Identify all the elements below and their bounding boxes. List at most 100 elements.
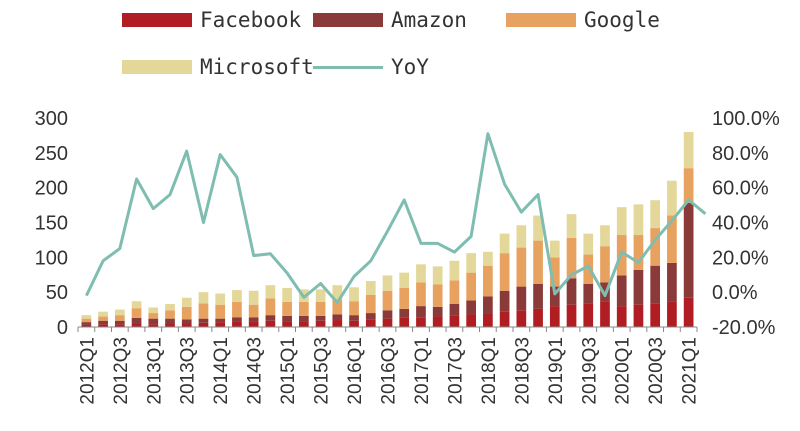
bar-facebook [131, 323, 142, 327]
bar-amazon [516, 286, 527, 311]
bar-amazon [382, 310, 393, 319]
bar-amazon [148, 318, 159, 325]
bar-facebook [265, 320, 276, 327]
bar-facebook [181, 323, 192, 327]
bar-google [683, 168, 694, 203]
y-right-tick-label: 80.0% [712, 143, 769, 165]
bar-microsoft [633, 204, 644, 236]
y-right-tick-label: 100.0% [712, 108, 780, 130]
bar-google [81, 318, 92, 323]
bar-amazon [98, 320, 108, 325]
bar-google [148, 313, 159, 319]
legend-swatch-amazon [313, 13, 383, 27]
bar-facebook [650, 303, 661, 327]
bar-google [181, 306, 192, 320]
bar-amazon [114, 320, 125, 325]
bar-facebook [298, 321, 309, 327]
bar-facebook [549, 306, 560, 327]
x-tick-label: 2014Q3 [245, 337, 266, 405]
x-tick-label: 2016Q1 [345, 337, 366, 405]
x-tick-label: 2019Q1 [546, 337, 567, 405]
legend: Facebook Amazon Google Microsoft YoY [0, 0, 800, 90]
y-right-tick-label: 20.0% [712, 247, 769, 269]
bar-google [499, 253, 510, 291]
bar-google [583, 254, 594, 284]
bar-google [549, 257, 560, 287]
bar-facebook [365, 319, 376, 327]
bar-facebook [399, 317, 410, 327]
bar-microsoft [416, 264, 426, 283]
bar-google [248, 304, 259, 318]
bar-amazon [533, 283, 543, 309]
bar-amazon [633, 269, 644, 305]
legend-swatch-google [506, 13, 576, 27]
bar-microsoft [349, 287, 359, 302]
legend-item-amazon: Amazon [313, 7, 467, 33]
bar-microsoft [566, 214, 577, 238]
bar-microsoft [114, 309, 125, 316]
bar-microsoft [549, 240, 560, 258]
bar-google [432, 284, 443, 307]
bar-google [232, 301, 242, 318]
bar-amazon [332, 314, 343, 321]
bar-facebook [633, 304, 644, 327]
bar-amazon [81, 322, 92, 325]
bar-google [633, 235, 644, 270]
y-right-tick-label: 60.0% [712, 178, 769, 200]
x-tick-label: 2020Q1 [613, 337, 634, 405]
bar-amazon [616, 275, 627, 307]
bar-microsoft [98, 311, 108, 317]
y-left-tick-label: 150 [35, 213, 68, 235]
bar-microsoft [198, 292, 209, 304]
legend-label-amazon: Amazon [391, 8, 467, 32]
x-tick-label: 2015Q3 [312, 337, 333, 405]
y-right-tick-label: 0.0% [712, 282, 758, 304]
bar-google [332, 299, 343, 315]
bar-microsoft [667, 180, 677, 216]
x-tick-label: 2016Q3 [379, 337, 400, 405]
bar-google [533, 240, 543, 284]
legend-label-microsoft: Microsoft [200, 55, 314, 79]
y-right-tick-label: 40.0% [712, 213, 769, 235]
bar-microsoft [600, 225, 610, 247]
x-tick-label: 2021Q1 [680, 337, 701, 405]
bar-facebook [616, 306, 627, 327]
bar-amazon [265, 315, 276, 321]
bar-facebook [165, 323, 175, 327]
x-tick-label: 2017Q1 [412, 337, 433, 405]
legend-item-microsoft: Microsoft [122, 54, 314, 80]
bar-facebook [683, 297, 694, 327]
bar-facebook [382, 318, 393, 327]
bar-google [382, 290, 393, 311]
bar-microsoft [533, 215, 543, 241]
bar-microsoft [181, 297, 192, 307]
bar-microsoft [483, 251, 493, 266]
bar-facebook [466, 314, 477, 327]
bar-microsoft [466, 253, 477, 273]
bar-amazon [181, 319, 192, 324]
yoy-line [85, 132, 707, 305]
x-tick-label: 2020Q3 [646, 337, 667, 405]
bar-microsoft [332, 285, 343, 300]
bar-facebook [349, 320, 359, 327]
bar-facebook [432, 316, 443, 327]
legend-item-google: Google [506, 7, 660, 33]
bar-google [282, 301, 292, 316]
bar-facebook [600, 301, 610, 327]
bar-microsoft [382, 275, 393, 291]
bar-amazon [483, 296, 493, 314]
y-left-tick-label: 250 [35, 143, 68, 165]
legend-label-facebook: Facebook [200, 8, 302, 32]
bar-microsoft [148, 307, 159, 314]
bar-google [600, 246, 610, 283]
bar-google [198, 303, 209, 319]
bar-amazon [298, 315, 309, 322]
bar-amazon [315, 315, 326, 321]
x-tick-label: 2012Q1 [77, 337, 98, 405]
bar-microsoft [516, 225, 527, 248]
legend-line-yoy [313, 65, 383, 69]
bar-amazon [416, 306, 426, 318]
bar-google [298, 301, 309, 316]
bar-microsoft [399, 272, 410, 288]
